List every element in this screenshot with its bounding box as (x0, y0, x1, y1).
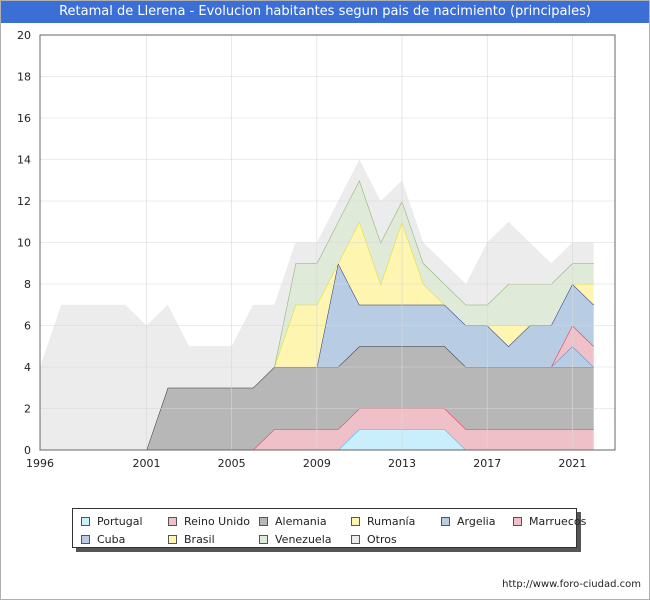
footer-url: http://www.foro-ciudad.com (502, 579, 641, 590)
legend-label: Cuba (97, 533, 126, 546)
x-tick-label: 2021 (558, 457, 586, 470)
area-otros (40, 159, 594, 450)
plot-border (39, 34, 616, 451)
y-tick-label: 20 (17, 29, 31, 42)
legend: Portugal Reino Unido Alemania Rumanía Argeli… (72, 508, 586, 548)
legend-label: Rumanía (367, 515, 416, 528)
y-tick-label: 18 (17, 71, 31, 84)
area-venezuela (40, 180, 594, 451)
y-tick-label: 6 (24, 320, 31, 333)
legend-label: Argelia (457, 515, 496, 528)
legend-swatch (168, 517, 177, 526)
legend-label: Otros (367, 533, 397, 546)
y-tick-label: 0 (24, 444, 31, 457)
chart-title: Retamal de Llerena - Evolucion habitante… (1, 1, 649, 23)
legend-label: Alemania (275, 515, 327, 528)
x-tick-label: 2001 (132, 457, 160, 470)
y-tick-label: 14 (17, 154, 31, 167)
area-portugal (40, 429, 594, 450)
legend-label: Marruecos (529, 515, 587, 528)
y-tick-label: 4 (24, 361, 31, 374)
x-tick-label: 2013 (388, 457, 416, 470)
legend-swatch (81, 517, 90, 526)
legend-swatch (351, 535, 360, 544)
y-tick-label: 12 (17, 195, 31, 208)
legend-label: Brasil (184, 533, 215, 546)
legend-label: Venezuela (275, 533, 332, 546)
legend-swatch (259, 535, 268, 544)
legend-label: Portugal (97, 515, 143, 528)
y-tick-label: 8 (24, 278, 31, 291)
legend-label: Reino Unido (184, 515, 250, 528)
legend-swatch (513, 517, 522, 526)
legend-swatch (441, 517, 450, 526)
legend-swatch (81, 535, 90, 544)
chart-plot: 0 2 4 6 8 10 12 14 16 18 20 1996 2001 2005 2009 2013 201… (17, 29, 616, 470)
x-tick-label: 2009 (303, 457, 331, 470)
area-cuba (40, 263, 594, 450)
x-tick-label: 1996 (26, 457, 54, 470)
legend-swatch (259, 517, 268, 526)
area-reino-unido (40, 408, 594, 450)
y-tick-label: 10 (17, 237, 31, 250)
legend-swatch (168, 535, 177, 544)
y-tick-label: 2 (24, 403, 31, 416)
x-tick-label: 2017 (473, 457, 501, 470)
y-tick-label: 16 (17, 112, 31, 125)
legend-swatch (351, 517, 360, 526)
x-tick-label: 2005 (218, 457, 246, 470)
